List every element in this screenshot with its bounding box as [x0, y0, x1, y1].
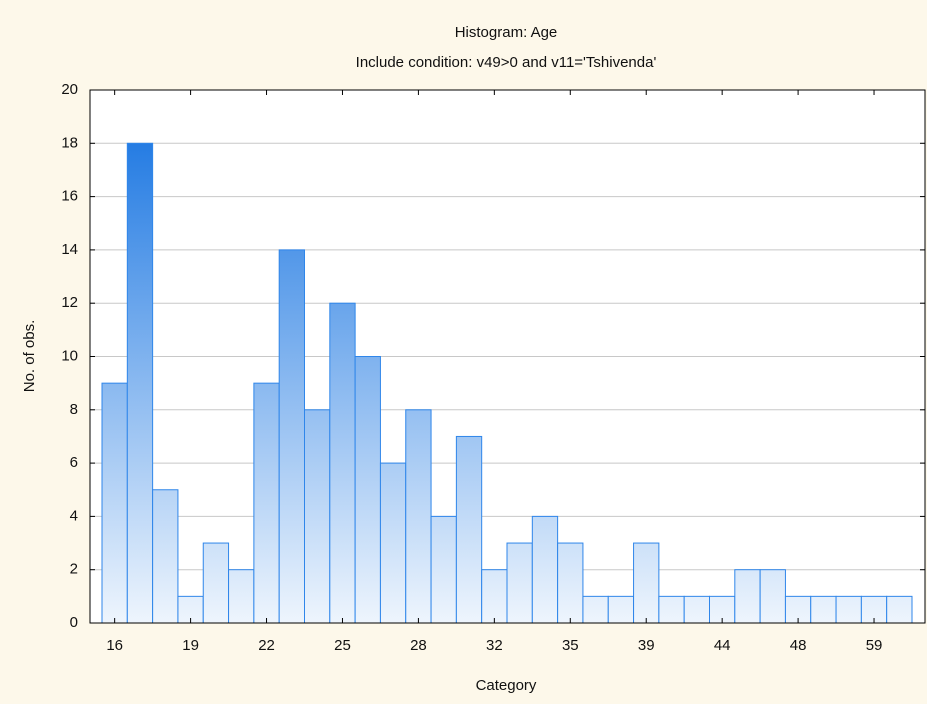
y-tick-label: 16	[61, 188, 78, 205]
bar	[481, 569, 508, 624]
bar	[430, 515, 457, 624]
bar	[101, 382, 128, 624]
y-tick-label: 12	[61, 294, 78, 311]
bar	[228, 569, 255, 624]
bar	[202, 542, 230, 624]
bar	[734, 569, 761, 624]
bar	[405, 409, 432, 624]
bar	[683, 595, 710, 624]
y-tick-label: 10	[61, 347, 78, 364]
x-tick-label: 25	[334, 637, 351, 654]
plot-frame	[89, 89, 926, 624]
x-tick-label: 19	[182, 637, 199, 654]
y-axis-label: No. of obs.	[21, 320, 38, 393]
bar	[152, 489, 179, 624]
y-tick-label: 4	[70, 507, 78, 524]
x-tick-label: 16	[106, 637, 123, 654]
bar	[607, 595, 635, 624]
x-tick-label: 48	[790, 637, 807, 654]
bar	[379, 462, 407, 624]
chart-title: Histogram: Age	[455, 24, 558, 41]
y-tick-label: 20	[61, 81, 78, 98]
x-tick-label: 32	[486, 637, 503, 654]
bar	[835, 595, 862, 624]
bar	[633, 542, 660, 624]
x-tick-label: 59	[866, 637, 883, 654]
x-tick-label: 35	[562, 637, 579, 654]
bar	[354, 356, 381, 624]
bar	[582, 595, 609, 624]
bar	[253, 382, 280, 624]
y-tick-label: 6	[70, 454, 78, 471]
x-axis-label: Category	[476, 677, 537, 694]
bar	[531, 515, 559, 624]
chart-subtitle: Include condition: v49>0 and v11='Tshive…	[356, 54, 657, 71]
y-tick-label: 14	[61, 241, 78, 258]
x-tick-label: 44	[714, 637, 731, 654]
y-tick-label: 8	[70, 401, 78, 418]
bar	[506, 542, 533, 624]
bar	[557, 542, 584, 624]
y-tick-label: 2	[70, 561, 78, 578]
bar	[810, 595, 837, 624]
x-tick-label: 28	[410, 637, 427, 654]
bar	[304, 409, 331, 624]
bar	[455, 435, 483, 624]
x-tick-label: 22	[258, 637, 275, 654]
bar	[658, 595, 685, 624]
bar	[759, 569, 786, 624]
bar	[329, 302, 356, 624]
bar	[278, 249, 305, 624]
y-tick-label: 0	[70, 614, 78, 631]
x-tick-label: 39	[638, 637, 655, 654]
bar	[126, 142, 154, 624]
y-tick-label: 18	[61, 134, 78, 151]
bar	[886, 595, 913, 624]
